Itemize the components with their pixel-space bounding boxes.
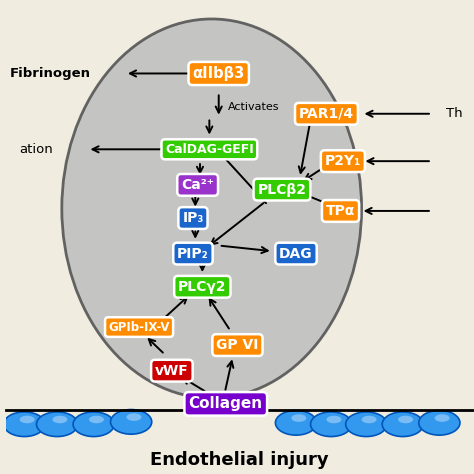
Ellipse shape	[62, 19, 362, 398]
Ellipse shape	[127, 413, 141, 421]
Ellipse shape	[346, 412, 387, 437]
Ellipse shape	[398, 416, 413, 423]
Text: Ca²⁺: Ca²⁺	[181, 178, 214, 192]
Text: GP VI: GP VI	[216, 338, 259, 352]
Ellipse shape	[275, 410, 317, 435]
Text: vWF: vWF	[155, 364, 189, 378]
Ellipse shape	[327, 416, 341, 423]
Ellipse shape	[310, 412, 352, 437]
Text: αIIbβ3: αIIbβ3	[192, 66, 245, 81]
Text: PAR1/4: PAR1/4	[299, 107, 354, 121]
Ellipse shape	[73, 412, 114, 437]
Text: IP₃: IP₃	[182, 211, 204, 225]
Ellipse shape	[292, 414, 306, 422]
Ellipse shape	[382, 412, 423, 437]
Text: Collagen: Collagen	[189, 396, 263, 411]
Text: DAG: DAG	[279, 246, 313, 261]
Text: Fibrinogen: Fibrinogen	[9, 67, 91, 80]
Text: PLCβ2: PLCβ2	[257, 182, 307, 197]
Text: GPIb-IX-V: GPIb-IX-V	[109, 320, 170, 334]
Text: TPα: TPα	[326, 204, 355, 218]
Text: Th: Th	[446, 107, 463, 120]
Ellipse shape	[4, 412, 45, 437]
Ellipse shape	[362, 416, 376, 423]
Text: P2Y₁: P2Y₁	[325, 154, 361, 168]
Text: ation: ation	[19, 143, 54, 156]
Ellipse shape	[19, 416, 35, 423]
Text: CalDAG-GEFI: CalDAG-GEFI	[165, 143, 254, 156]
Text: PLCγ2: PLCγ2	[178, 280, 227, 294]
Text: PIP₂: PIP₂	[177, 246, 209, 261]
Ellipse shape	[419, 410, 460, 435]
Ellipse shape	[435, 414, 450, 422]
Text: Activates: Activates	[228, 101, 280, 112]
Ellipse shape	[53, 416, 67, 423]
Ellipse shape	[89, 416, 104, 423]
Ellipse shape	[110, 410, 152, 434]
Ellipse shape	[36, 412, 78, 437]
Text: Endothelial injury: Endothelial injury	[150, 451, 329, 469]
